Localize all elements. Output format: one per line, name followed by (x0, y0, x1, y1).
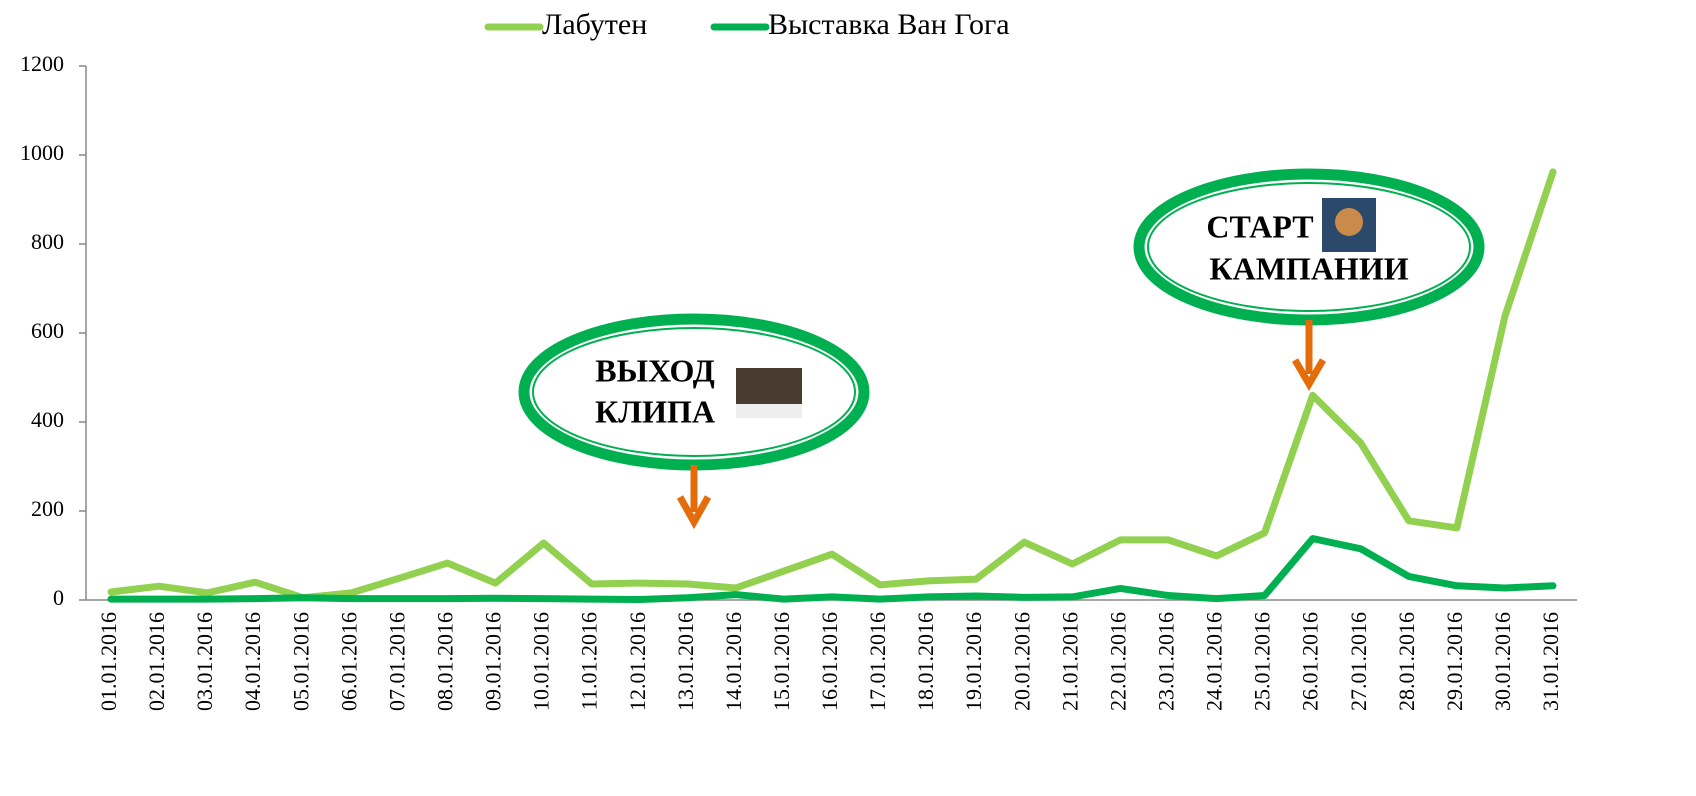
thumbnail (1335, 208, 1363, 236)
x-tick-label: 20.01.2016 (1009, 612, 1034, 711)
legend-label: Лабутен (542, 8, 647, 41)
x-tick-label: 05.01.2016 (288, 612, 313, 711)
annotation-ellipse (1139, 174, 1479, 320)
x-tick-label: 01.01.2016 (96, 612, 121, 711)
x-tick-label: 14.01.2016 (721, 612, 746, 711)
x-tick-label: 29.01.2016 (1442, 612, 1467, 711)
x-tick-label: 09.01.2016 (481, 612, 506, 711)
x-tick-label: 31.01.2016 (1538, 612, 1563, 711)
x-tick-label: 02.01.2016 (144, 612, 169, 711)
series-line (111, 539, 1553, 600)
x-tick-label: 07.01.2016 (384, 612, 409, 711)
x-tick-label: 04.01.2016 (240, 612, 265, 711)
x-tick-label: 27.01.2016 (1346, 612, 1371, 711)
x-tick-label: 24.01.2016 (1202, 612, 1227, 711)
annotation-text: КАМПАНИИ (1209, 250, 1408, 286)
x-tick-label: 10.01.2016 (529, 612, 554, 711)
thumbnail (736, 368, 802, 404)
x-tick-label: 28.01.2016 (1394, 612, 1419, 711)
x-tick-label: 22.01.2016 (1105, 612, 1130, 711)
annotation-ellipse (524, 319, 864, 465)
x-tick-label: 17.01.2016 (865, 612, 890, 711)
x-tick-label: 11.01.2016 (577, 612, 602, 710)
annotation: ВЫХОД КЛИПА (524, 319, 864, 522)
legend-label: Выставка Ван Гога (768, 8, 1010, 41)
x-tick-label: 16.01.2016 (817, 612, 842, 711)
annotation-text: СТАРТ (1206, 208, 1313, 244)
x-tick-label: 08.01.2016 (433, 612, 458, 711)
y-tick-label: 0 (53, 585, 64, 610)
x-tick-label: 25.01.2016 (1250, 612, 1275, 711)
y-tick-label: 600 (31, 318, 64, 343)
x-tick-label: 19.01.2016 (961, 612, 986, 711)
x-tick-label: 06.01.2016 (336, 612, 361, 711)
y-tick-label: 1000 (20, 140, 64, 165)
y-tick-label: 800 (31, 229, 64, 254)
x-tick-label: 30.01.2016 (1490, 612, 1515, 711)
x-tick-label: 13.01.2016 (673, 612, 698, 711)
annotation-text: КЛИПА (595, 393, 715, 429)
x-tick-label: 23.01.2016 (1154, 612, 1179, 711)
chart: 0 200 400 600 800 1000 1200 01.01.2016 02.01.201… (0, 0, 1696, 796)
x-tick-label: 18.01.2016 (913, 612, 938, 711)
y-tick-label: 200 (31, 496, 64, 521)
x-tick-label: 26.01.2016 (1298, 612, 1323, 711)
x-tick-label: 21.01.2016 (1057, 612, 1082, 711)
y-tick-label: 1200 (20, 51, 64, 76)
x-tick-label: 03.01.2016 (192, 612, 217, 711)
annotation-text: ВЫХОД (595, 352, 715, 388)
thumbnail (736, 404, 802, 418)
annotation: СТАРТ КАМПАНИИ (1139, 174, 1479, 384)
x-tick-label: 15.01.2016 (769, 612, 794, 711)
x-tick-label: 12.01.2016 (625, 612, 650, 711)
y-tick-label: 400 (31, 407, 64, 432)
